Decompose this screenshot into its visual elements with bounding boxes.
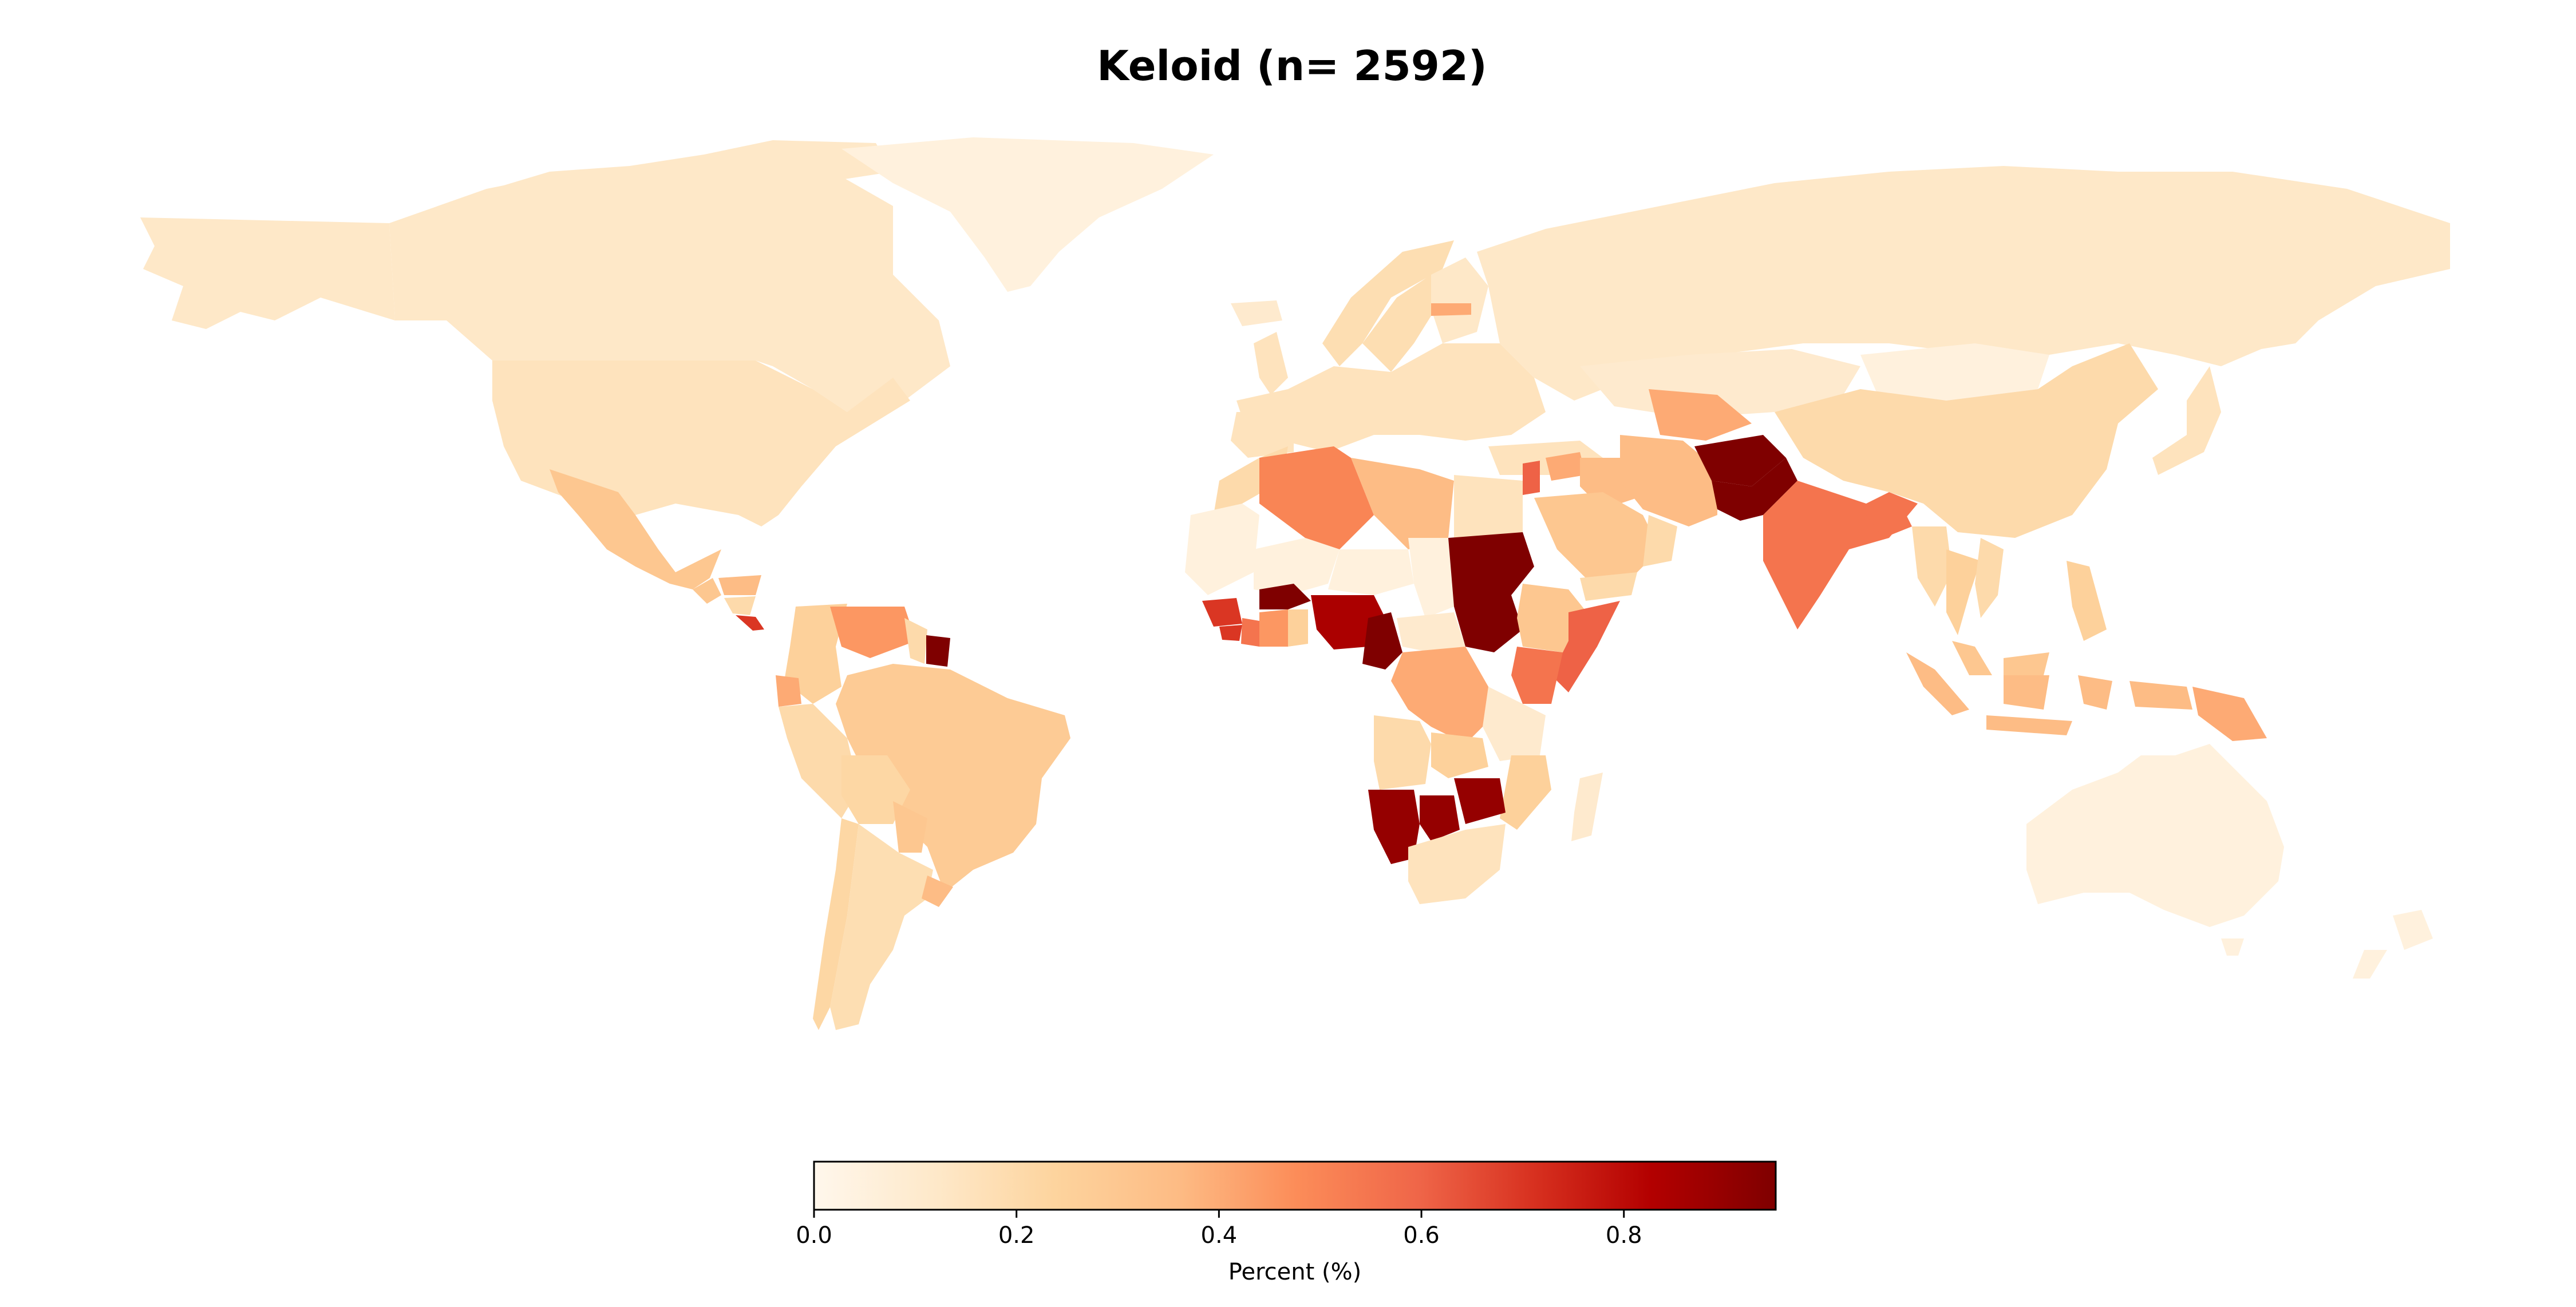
colorbar-gradient (813, 1161, 1777, 1211)
region-thailand: Thailand (1946, 549, 1981, 635)
region-libya: Libya (1351, 458, 1454, 549)
region-indonesia: Indonesia (1906, 652, 2192, 735)
region-namibia: Namibia (1368, 790, 1420, 864)
region-south-sudan: South Sudan (1454, 595, 1523, 652)
colorbar-label: Percent (%) (1228, 1259, 1361, 1285)
region-papua-new-guinea: Papua New Guinea (2192, 687, 2267, 741)
region-somalia: Somalia (1551, 601, 1620, 692)
region-nicaragua: Nicaragua (724, 596, 756, 615)
region-turkmenistan-uzbekistan: Turkmenistan / Uzbekistan (1649, 389, 1752, 441)
region-kenya: Kenya (1511, 647, 1563, 704)
region-venezuela: Venezuela (830, 607, 916, 658)
region-central-african-republic: Central African Republic (1397, 612, 1465, 652)
region-costa-rica: Costa Rica (736, 615, 764, 631)
region-malaysia: Malaysia (1952, 641, 2049, 681)
region-botswana: Botswana (1420, 795, 1460, 841)
region-uruguay: Uruguay (922, 876, 953, 907)
region-tanzania: Tanzania (1483, 687, 1546, 761)
region-europe: Europe (other) (1236, 343, 1546, 452)
colorbar-tick-label: 0.8 (1606, 1222, 1642, 1249)
region-iran: Iran (1620, 435, 1717, 526)
region-lebanon-israel: Lebanon / Israel (1523, 461, 1540, 495)
region-united-kingdom: United Kingdom (1254, 332, 1288, 395)
region-paraguay: Paraguay (893, 801, 927, 853)
chart-title: Keloid (n= 2592) (1097, 42, 1487, 90)
region-vietnam: Vietnam (1975, 538, 2004, 618)
region-cote-divoire: Cote d'Ivoire (1259, 609, 1288, 647)
region-guatemala: Guatemala (693, 578, 721, 604)
region-iberia: Europe (other) (1231, 412, 1294, 458)
colorbar-tick-label: 0.4 (1201, 1222, 1238, 1249)
region-alaska: Alaska (United States) (140, 217, 395, 329)
region-ecuador: Ecuador (776, 675, 801, 707)
region-philippines: Philippines (2067, 561, 2107, 641)
region-western-sahara-mauritania: Western Sahara / Mauritania (1185, 504, 1259, 595)
region-liberia: Liberia (1241, 618, 1259, 647)
region-bolivia: Bolivia (841, 755, 910, 824)
region-greenland: Greenland (841, 137, 1214, 292)
region-latvia: Latvia (1431, 303, 1471, 316)
region-bangladesh: Bangladesh (1866, 504, 1912, 538)
region-angola: Angola (1374, 715, 1431, 790)
region-finland: Finland (1431, 258, 1488, 343)
colorbar-tick-label: 0.2 (998, 1222, 1035, 1249)
region-sierra-leone: Sierra Leone (1219, 625, 1242, 641)
region-cameroon: Cameroon (1362, 612, 1402, 670)
region-canada-islands: Canada (492, 140, 893, 206)
region-sweden: Sweden (1362, 275, 1443, 372)
region-brazil: Brazil (836, 664, 1070, 893)
region-zambia: Zambia (1431, 732, 1488, 778)
region-india: India (1763, 481, 1918, 629)
region-burkina-faso: Burkina Faso (1259, 584, 1311, 609)
region-russia: Russia (1477, 166, 2450, 401)
region-kazakhstan: Kazakhstan (1580, 349, 1860, 418)
region-mexico: Mexico (550, 469, 721, 589)
region-guyana: Guyana (904, 618, 927, 664)
region-dr-congo: DR Congo (1391, 647, 1488, 744)
region-niger: Niger (1328, 549, 1414, 595)
region-guinea: Guinea (1202, 598, 1242, 627)
colorbar-tick-label: 0.6 (1403, 1222, 1440, 1249)
region-ghana: Ghana (1288, 609, 1308, 647)
region-sudan: Sudan (1448, 532, 1534, 607)
region-zimbabwe: Zimbabwe (1454, 778, 1506, 824)
colorbar: 0.0 0.2 0.4 0.6 0.8 Percent (%) (796, 1161, 1777, 1285)
region-peru: Peru (779, 704, 859, 818)
region-china: China (1775, 343, 2158, 538)
region-argentina: Argentina (830, 824, 933, 1030)
region-yemen: Yemen (1580, 572, 1637, 601)
region-japan: Japan (2152, 366, 2221, 475)
region-mozambique: Mozambique (1500, 755, 1551, 830)
region-norway: Norway (1322, 240, 1454, 366)
region-afghanistan: Afghanistan (1694, 435, 1786, 486)
region-iceland: Iceland (1231, 300, 1282, 326)
region-oman: Oman (1643, 515, 1677, 567)
region-tasmania: Australia (2221, 938, 2244, 956)
region-mongolia: Mongolia (1860, 343, 2049, 401)
region-egypt: Egypt (1454, 475, 1523, 538)
region-new-zealand: New Zealand (2353, 910, 2433, 979)
region-canada: Canada (389, 160, 950, 412)
region-australia: Australia (2026, 744, 2284, 927)
region-mali: Mali (1254, 538, 1340, 595)
region-madagascar: Madagascar (1571, 773, 1603, 841)
region-chad: Chad (1408, 538, 1454, 618)
region-south-africa: South Africa (1408, 824, 1506, 904)
region-myanmar: Myanmar (1912, 526, 1952, 607)
colorbar-ticks: 0.0 0.2 0.4 0.6 0.8 (796, 1210, 1642, 1249)
region-suriname: Suriname (926, 635, 950, 667)
region-saudi-arabia: Saudi Arabia (1534, 492, 1660, 584)
region-chile: Chile (813, 818, 859, 1030)
region-syria: Syria (1546, 452, 1586, 481)
region-pakistan: Pakistan (1712, 458, 1797, 521)
colorbar-tick-label: 0.0 (796, 1222, 832, 1249)
region-honduras: Honduras (718, 575, 761, 595)
map-regions: Alaska (United States) Canada Canada Gre… (140, 137, 2450, 1030)
region-algeria: Algeria (1259, 446, 1374, 549)
region-colombia: Colombia (784, 604, 847, 704)
